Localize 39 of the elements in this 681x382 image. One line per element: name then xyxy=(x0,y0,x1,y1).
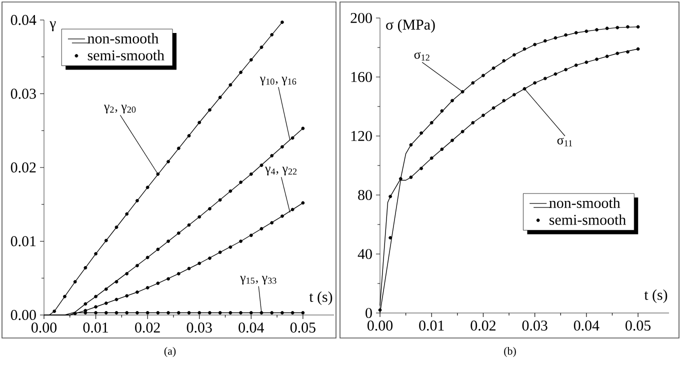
x-tick-label: 0.01 xyxy=(419,320,444,331)
y-tick-label: 0.00 xyxy=(10,310,36,320)
y-tick-label: 160 xyxy=(351,72,372,82)
x-tick-label: 0.00 xyxy=(367,320,393,331)
legend-label: semi-smooth xyxy=(88,50,164,60)
annotation: γ$_{10}$, γ$_{16}$ xyxy=(260,76,296,86)
y-tick-label: 0.04 xyxy=(10,14,36,26)
x-axis-title: t (s) xyxy=(644,289,668,303)
x-tick-label: 0.05 xyxy=(626,320,651,331)
annotation: γ$_{4}$, γ$_{22}$ xyxy=(265,166,297,176)
y-tick-label: 0.03 xyxy=(10,88,36,99)
y-tick-label: 0.01 xyxy=(10,236,36,246)
y-tick-label: 0 xyxy=(366,308,372,318)
y-tick-label: 80 xyxy=(358,190,372,200)
legend-label: non-smooth xyxy=(88,33,158,44)
x-tick-label: 0.04 xyxy=(574,320,600,331)
x-tick-label: 0.01 xyxy=(83,322,108,333)
x-tick-label: 0.02 xyxy=(135,322,160,333)
y-tick-label: 120 xyxy=(351,130,372,142)
annotation: γ$_{2}$, γ$_{20}$ xyxy=(104,104,136,114)
x-tick-label: 0.04 xyxy=(238,322,264,333)
x-tick-label: 0.02 xyxy=(470,320,496,331)
text: (a) xyxy=(164,347,176,357)
y-axis-title: γ xyxy=(50,21,56,32)
annotation: γ$_{15}$, γ$_{33}$ xyxy=(240,276,276,285)
y-tick-label: 200 xyxy=(350,12,372,24)
y-tick-label: 40 xyxy=(358,248,372,260)
annotation: σ$_{11}$ xyxy=(557,138,572,146)
legend-label: semi-smooth xyxy=(550,214,626,225)
text: (b) xyxy=(504,347,516,357)
x-axis-title: t (s) xyxy=(309,291,332,305)
annotation: σ$_{12}$ xyxy=(414,52,430,61)
x-tick-label: 0.00 xyxy=(31,322,57,333)
y-tick-label: 0.02 xyxy=(10,162,36,173)
x-tick-label: 0.03 xyxy=(522,320,548,331)
legend-label: non-smooth xyxy=(549,198,620,208)
x-tick-label: 0.05 xyxy=(290,322,316,333)
x-tick-label: 0.03 xyxy=(186,322,212,333)
y-axis-title: σ (MPa) xyxy=(386,19,435,33)
